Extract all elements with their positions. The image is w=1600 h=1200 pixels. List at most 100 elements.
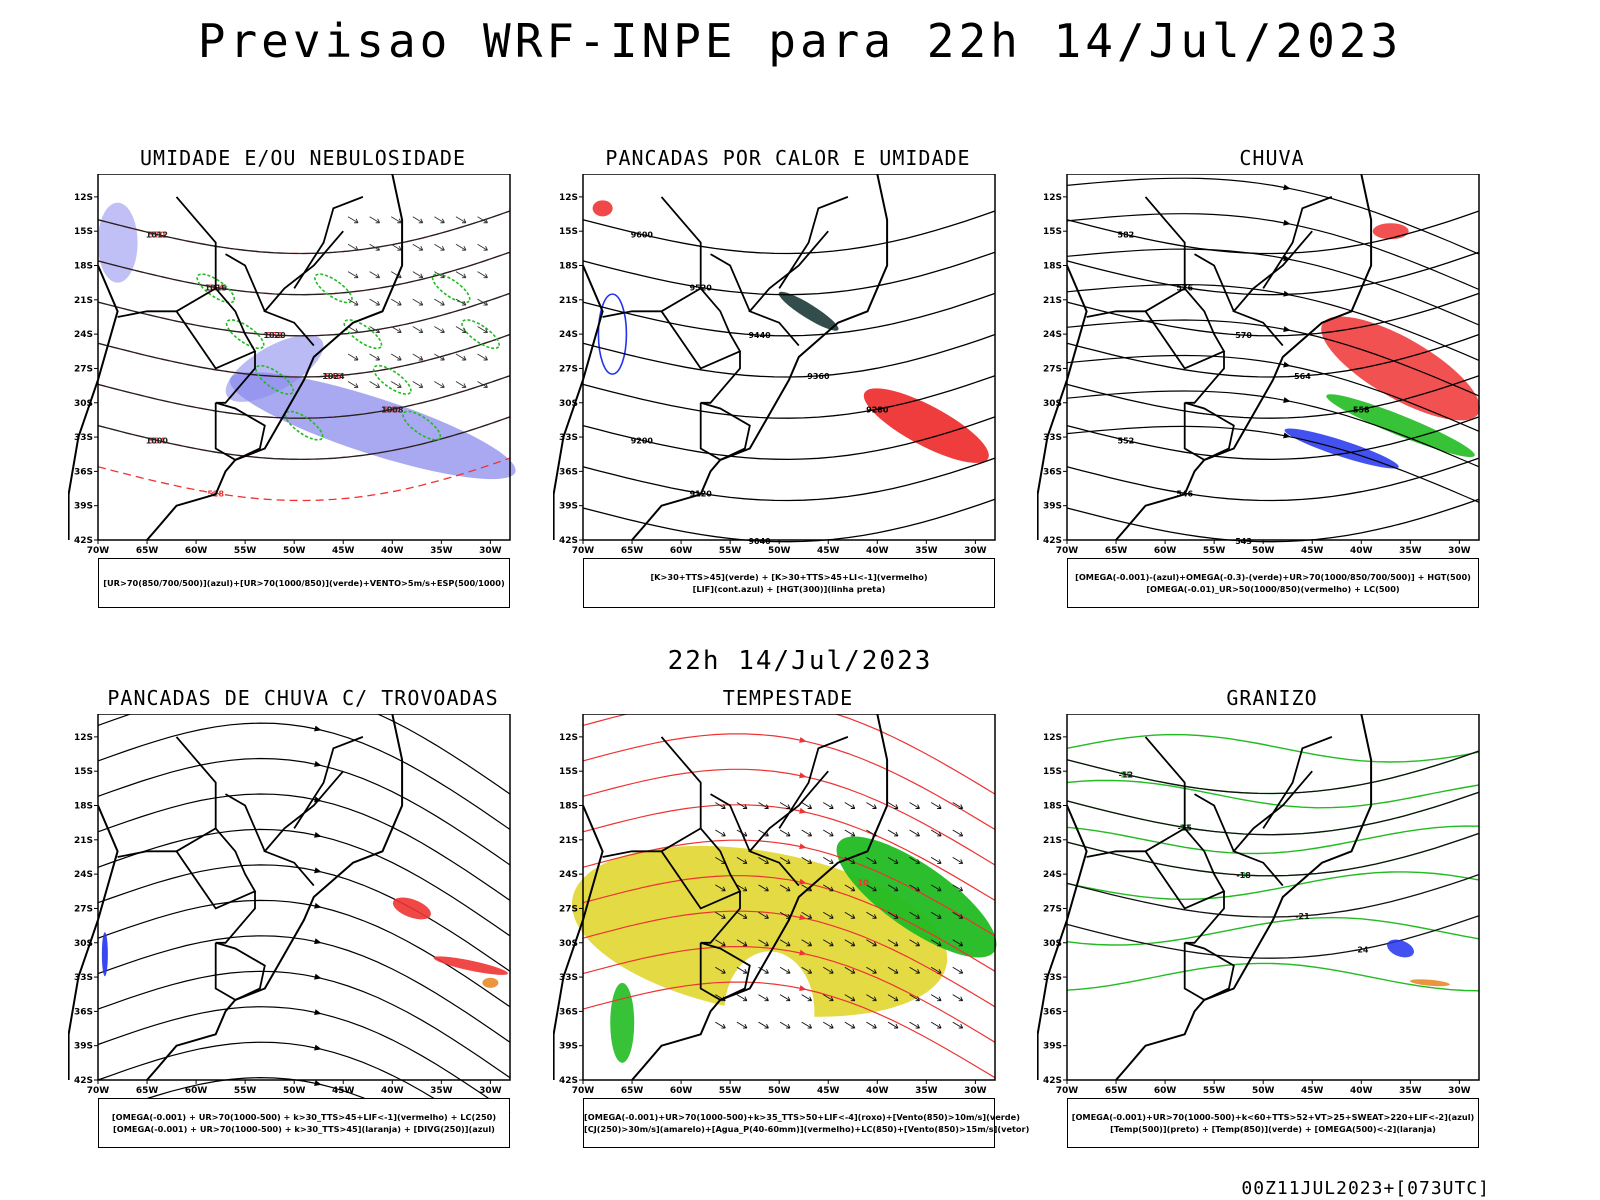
x-tick-label: 30W xyxy=(1448,546,1471,556)
panel-legend: [OMEGA(-0.001) + UR>70(1000-500) + k>30_… xyxy=(98,1098,510,1148)
wind-vector xyxy=(758,802,769,809)
y-tick-label: 12S xyxy=(559,733,578,743)
y-tick-label: 42S xyxy=(559,536,578,546)
y-tick-label: 12S xyxy=(74,733,93,743)
country-border xyxy=(215,351,256,404)
streamline-500 xyxy=(1066,283,1480,361)
country-border xyxy=(1144,196,1186,289)
wind-vector xyxy=(434,243,445,251)
y-tick-label: 21S xyxy=(1043,296,1062,306)
country-border xyxy=(778,196,849,289)
panel-tempestade: TEMPESTADE 10 70W 65W 60W 55W 50W 45W 40W 35W 30W… xyxy=(553,686,1029,1166)
y-tick-label: 30S xyxy=(1043,939,1062,949)
temp850-contour xyxy=(1066,779,1480,809)
wind-vector xyxy=(887,939,899,947)
rain-area-red xyxy=(1372,223,1409,240)
temp500-contour xyxy=(1066,915,1480,959)
hgt300-contour xyxy=(582,375,996,419)
hgt300-contour xyxy=(582,416,996,461)
wind-vector xyxy=(390,326,402,333)
wind-vector xyxy=(434,353,445,361)
wind-vector xyxy=(844,939,856,947)
streamline-500 xyxy=(1066,319,1480,397)
wind-vector xyxy=(952,911,964,919)
wind-vector xyxy=(801,829,813,837)
wind-vector xyxy=(930,884,942,892)
streamline-250 xyxy=(97,970,511,1079)
streamline-arrow xyxy=(314,725,322,732)
country-border xyxy=(1232,770,1313,887)
country-border xyxy=(1184,891,1225,944)
temp500-contour xyxy=(1066,873,1480,918)
y-tick-label: 15S xyxy=(1043,767,1062,777)
hgt300-contour xyxy=(582,251,996,296)
plot-frame xyxy=(582,174,996,541)
y-tick-label: 12S xyxy=(74,193,93,203)
wind-vector xyxy=(823,884,834,892)
wind-vector xyxy=(887,1021,899,1029)
panel-title: PANCADAS DE CHUVA C/ TROVOADAS xyxy=(107,686,499,710)
contour-label: 9280 xyxy=(866,405,889,414)
strong-wind-area-green xyxy=(610,982,635,1063)
map-umidade: 5705645525465405345281012101610201024100… xyxy=(68,174,516,556)
streamline-850 xyxy=(582,981,996,1079)
y-tick-label: 24S xyxy=(74,870,93,880)
streamline-250 xyxy=(97,828,511,937)
x-tick-label: 70W xyxy=(1056,1086,1079,1096)
wind-vector xyxy=(844,829,856,837)
thunderstorm-area-orange xyxy=(482,977,499,988)
wind-vector xyxy=(930,1021,942,1029)
country-border xyxy=(660,736,702,829)
contour-label: -18 xyxy=(1236,871,1251,880)
wind-vector xyxy=(930,857,942,864)
strong-wind-area-green xyxy=(836,836,997,958)
wind-vector xyxy=(369,326,381,333)
hgt500-contour xyxy=(1066,375,1480,419)
rain-area-red xyxy=(1321,316,1480,421)
wind-vector xyxy=(715,829,726,837)
y-tick-label: 27S xyxy=(559,364,578,374)
wind-vector xyxy=(909,802,920,809)
wind-vector xyxy=(477,271,488,279)
wind-vector xyxy=(887,857,899,864)
humidity-area-blue xyxy=(97,202,138,283)
y-tick-label: 36S xyxy=(559,467,578,477)
plot-frame xyxy=(97,174,511,541)
wind-vector xyxy=(736,802,748,809)
wind-vector xyxy=(930,994,942,1002)
y-tick-label: 39S xyxy=(74,1042,93,1052)
wind-vector xyxy=(909,939,920,947)
contour-label: 10 xyxy=(858,879,870,888)
streamline-500 xyxy=(1066,390,1480,468)
wind-vector xyxy=(715,939,726,947)
y-tick-label: 24S xyxy=(74,330,93,340)
legend-line: [OMEGA(-0.001)+UR>70(1000-500)+k>35_TTS>… xyxy=(584,1112,1020,1122)
hgt500-contour xyxy=(1066,292,1480,337)
wind-vector xyxy=(369,353,381,361)
panel-title: PANCADAS POR CALOR E UMIDADE xyxy=(605,146,971,170)
x-tick-label: 60W xyxy=(1154,546,1177,556)
map-trovoadas: 70W 65W 60W 55W 50W 45W 40W 35W 30W 12S 15S 18S 21S 2… xyxy=(68,714,511,1114)
x-tick-label: 60W xyxy=(185,1086,208,1096)
legend-line: [LIF](cont.azul) + [HGT(300)](linha pret… xyxy=(692,584,886,594)
y-tick-label: 24S xyxy=(559,870,578,880)
panel-title: GRANIZO xyxy=(1226,686,1318,710)
contour-label: 1012 xyxy=(146,230,168,239)
wind-vector xyxy=(412,216,424,224)
wind-vector xyxy=(455,353,467,361)
temp500-contour xyxy=(1066,750,1480,795)
coastline-west xyxy=(68,805,119,1080)
wind-vector xyxy=(866,802,877,809)
wind-vector xyxy=(823,911,834,919)
x-tick-label: 65W xyxy=(1105,1086,1128,1096)
wind-vector xyxy=(736,939,748,947)
x-tick-label: 70W xyxy=(87,546,110,556)
streamline-arrow xyxy=(314,973,322,980)
x-tick-label: 55W xyxy=(234,546,257,556)
hgt300-contour xyxy=(582,457,996,502)
wind-vector xyxy=(844,911,856,919)
mid-date: 22h 14/Jul/2023 xyxy=(667,646,933,676)
y-tick-label: 15S xyxy=(1043,227,1062,237)
country-border xyxy=(1144,736,1186,829)
streamline-arrow xyxy=(799,878,807,885)
